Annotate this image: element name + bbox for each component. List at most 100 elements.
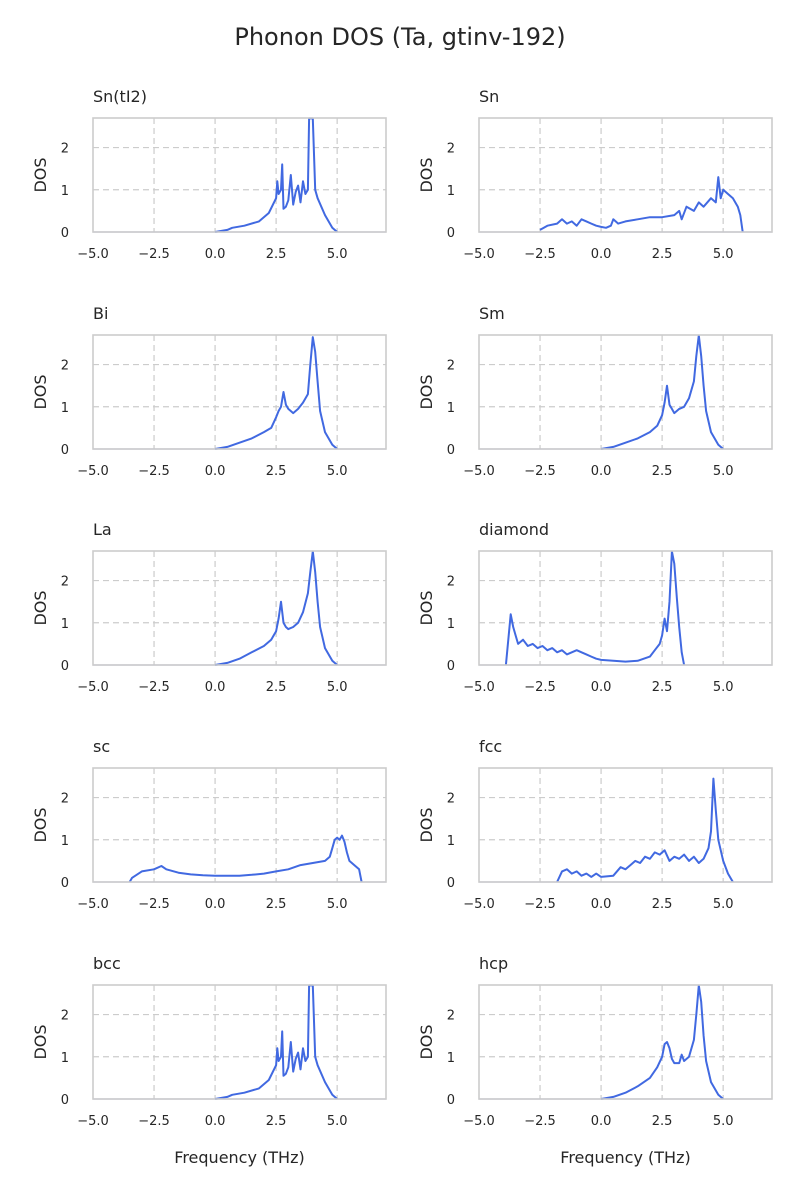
- y-tick-label: 1: [447, 834, 455, 849]
- y-tick-label: 2: [61, 359, 69, 374]
- x-tick-label: −5.0: [77, 247, 109, 262]
- x-tick-label: −5.0: [77, 1114, 109, 1129]
- y-tick-label: 2: [61, 792, 69, 807]
- x-tick-label: 2.5: [652, 897, 673, 912]
- subplot: fcc −5.0 −2.5 0.0 2.5 5.0 0 1 2 DOS: [417, 737, 773, 912]
- dos-series-line: [214, 117, 338, 233]
- x-tick-label: 2.5: [652, 680, 673, 695]
- subplot-title: Sn(tI2): [93, 87, 147, 106]
- x-tick-label: −5.0: [463, 464, 495, 479]
- subplot: Sn −5.0 −2.5 0.0 2.5 5.0 0 1 2 DOS: [417, 87, 773, 262]
- y-tick-label: 1: [447, 1051, 455, 1066]
- axes-frame: [478, 984, 773, 1100]
- y-tick-label: 0: [447, 226, 455, 241]
- axes-frame: [92, 767, 387, 883]
- y-tick-label: 2: [61, 1009, 69, 1024]
- x-tick-label: 0.0: [591, 247, 612, 262]
- dos-series-line: [539, 176, 744, 233]
- x-tick-label: −5.0: [463, 247, 495, 262]
- x-tick-label: −5.0: [463, 897, 495, 912]
- axes-frame: [92, 117, 387, 233]
- y-axis-label: DOS: [31, 157, 50, 192]
- axes-frame: [478, 550, 773, 666]
- x-tick-label: 0.0: [205, 1114, 226, 1129]
- x-tick-label: 2.5: [266, 1114, 287, 1129]
- x-tick-label: 2.5: [266, 464, 287, 479]
- x-tick-label: 2.5: [266, 897, 287, 912]
- y-axis-label: DOS: [31, 374, 50, 409]
- subplot-title: Sn: [479, 87, 499, 106]
- x-tick-label: 5.0: [713, 680, 734, 695]
- x-tick-label: −2.5: [138, 1114, 170, 1129]
- dos-series-line: [504, 550, 686, 666]
- x-tick-label: 2.5: [652, 247, 673, 262]
- y-tick-label: 1: [447, 617, 455, 632]
- x-tick-label: −2.5: [138, 680, 170, 695]
- x-tick-label: 0.0: [591, 897, 612, 912]
- subplot-title: Sm: [479, 304, 505, 323]
- subplot: hcp −5.0 −2.5 0.0 2.5 5.0 0 1 2 DOS Frequency (THz…: [417, 954, 773, 1167]
- y-tick-label: 0: [61, 226, 69, 241]
- dos-series-line: [600, 334, 724, 450]
- subplot-title: sc: [93, 737, 110, 756]
- x-tick-label: −5.0: [77, 680, 109, 695]
- x-tick-label: 0.0: [591, 464, 612, 479]
- x-tick-label: 5.0: [713, 1114, 734, 1129]
- y-tick-label: 2: [61, 575, 69, 590]
- subplot: Bi −5.0 −2.5 0.0 2.5 5.0 0 1 2 DOS: [31, 304, 387, 479]
- x-tick-label: 2.5: [652, 464, 673, 479]
- x-tick-label: −2.5: [524, 464, 556, 479]
- axes-frame: [92, 334, 387, 450]
- y-tick-label: 0: [61, 1093, 69, 1108]
- y-tick-label: 1: [447, 184, 455, 199]
- y-tick-label: 1: [61, 184, 69, 199]
- dos-series-line: [128, 834, 363, 883]
- x-tick-label: −5.0: [77, 464, 109, 479]
- x-axis-label: Frequency (THz): [174, 1148, 304, 1167]
- x-tick-label: −2.5: [524, 897, 556, 912]
- y-tick-label: 2: [61, 142, 69, 157]
- y-tick-label: 2: [447, 792, 455, 807]
- x-tick-label: 5.0: [327, 247, 348, 262]
- subplot: Sn(tI2) −5.0 −2.5 0.0 2.5 5.0 0 1 2 DOS: [31, 87, 387, 262]
- subplot: bcc −5.0 −2.5 0.0 2.5 5.0 0 1 2 DOS Frequency (THz…: [31, 954, 387, 1167]
- y-tick-label: 0: [447, 876, 455, 891]
- subplot-title: hcp: [479, 954, 508, 973]
- figure-title: Phonon DOS (Ta, gtinv-192): [234, 23, 565, 51]
- x-tick-label: 5.0: [713, 247, 734, 262]
- x-tick-label: 0.0: [205, 247, 226, 262]
- y-axis-label: DOS: [417, 374, 436, 409]
- x-tick-label: 2.5: [266, 247, 287, 262]
- y-tick-label: 2: [447, 1009, 455, 1024]
- x-tick-label: −2.5: [524, 247, 556, 262]
- subplot: La −5.0 −2.5 0.0 2.5 5.0 0 1 2 DOS: [31, 520, 387, 695]
- dos-series-line: [214, 550, 338, 666]
- x-tick-label: 5.0: [327, 680, 348, 695]
- y-tick-label: 2: [447, 142, 455, 157]
- y-tick-label: 2: [447, 359, 455, 374]
- y-tick-label: 0: [447, 1093, 455, 1108]
- x-tick-label: 5.0: [327, 1114, 348, 1129]
- y-axis-label: DOS: [31, 1024, 50, 1059]
- x-tick-label: −2.5: [138, 897, 170, 912]
- axes-frame: [478, 334, 773, 450]
- y-tick-label: 1: [61, 401, 69, 416]
- axes-frame: [92, 984, 387, 1100]
- y-tick-label: 0: [447, 443, 455, 458]
- x-tick-label: 5.0: [713, 464, 734, 479]
- x-tick-label: 0.0: [205, 897, 226, 912]
- x-tick-label: −2.5: [524, 680, 556, 695]
- y-tick-label: 1: [61, 617, 69, 632]
- x-tick-label: 0.0: [591, 1114, 612, 1129]
- axes-frame: [478, 767, 773, 883]
- x-axis-label: Frequency (THz): [560, 1148, 690, 1167]
- axes-frame: [92, 550, 387, 666]
- x-tick-label: −2.5: [524, 1114, 556, 1129]
- subplot-title: La: [93, 520, 112, 539]
- y-axis-label: DOS: [417, 157, 436, 192]
- subplot-grid: Sn(tI2) −5.0 −2.5 0.0 2.5 5.0 0 1 2 DOS Sn −5.0 −2.5…: [31, 87, 773, 1167]
- dos-series-line: [556, 777, 734, 883]
- y-tick-label: 1: [61, 1051, 69, 1066]
